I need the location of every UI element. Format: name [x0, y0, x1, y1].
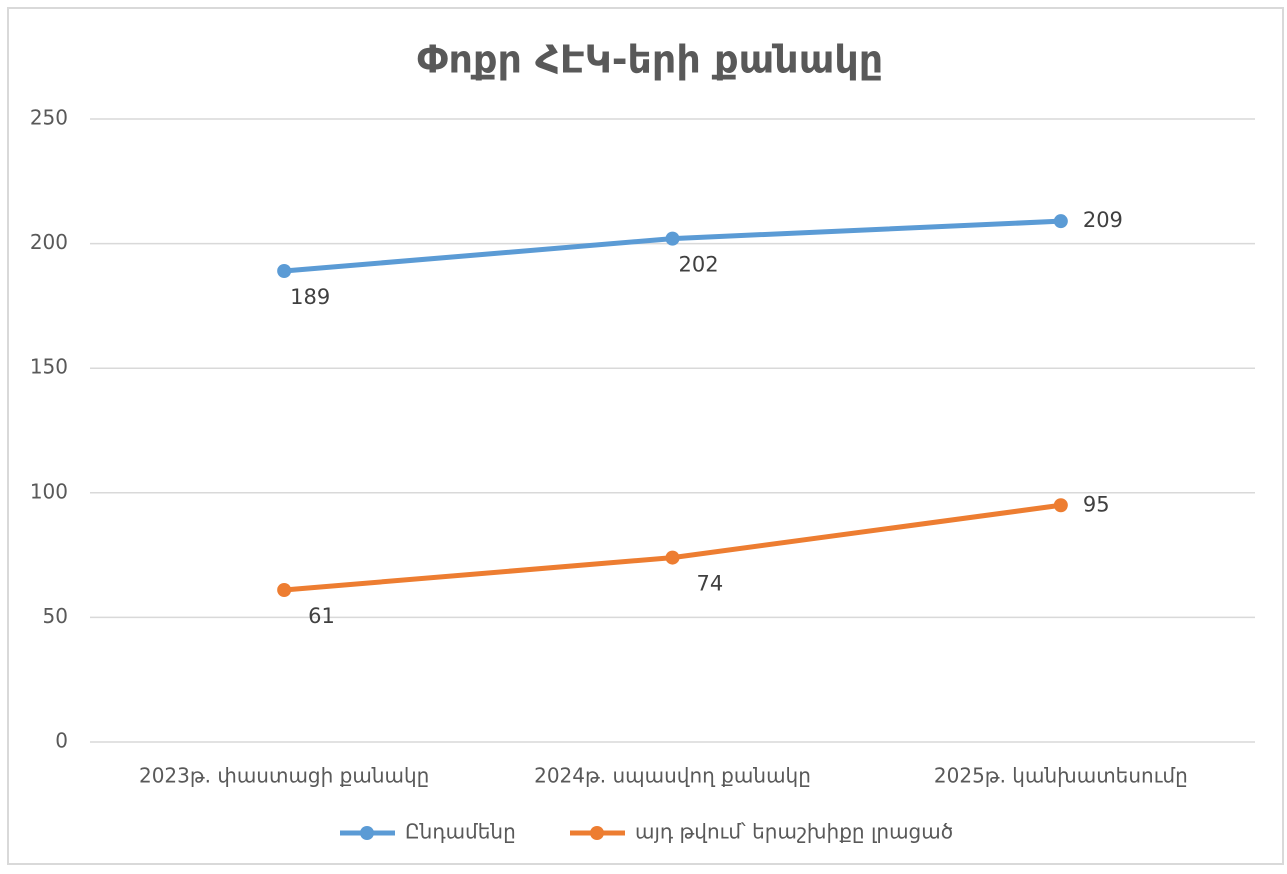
legend-label: այդ թվում՝ երաշխիքը լրացած [635, 820, 953, 844]
data-point [665, 550, 680, 565]
y-tick-label: 100 [30, 479, 68, 503]
data-label: 95 [1083, 492, 1110, 516]
data-point [1053, 214, 1068, 229]
data-label: 74 [697, 572, 724, 596]
data-label: 202 [679, 253, 719, 277]
legend-label: Ընդամենը [405, 820, 516, 844]
chart-title: Փոքր ՀԷԿ-երի քանակը [417, 38, 883, 82]
data-point [277, 582, 292, 597]
y-tick-label: 150 [30, 355, 68, 379]
y-tick-label: 200 [30, 230, 68, 254]
data-point [1053, 498, 1068, 513]
legend-marker [590, 826, 604, 840]
data-label: 189 [290, 285, 330, 309]
chart-frame [7, 7, 1284, 865]
y-tick-label: 0 [55, 729, 68, 753]
data-point [277, 264, 292, 279]
x-tick-label: 2023թ. փաստացի քանակը [139, 764, 429, 788]
x-tick-label: 2024թ. սպասվող քանակը [534, 764, 811, 788]
data-label: 209 [1083, 208, 1123, 232]
data-point [665, 231, 680, 246]
y-tick-label: 50 [43, 604, 68, 628]
y-tick-label: 250 [30, 106, 68, 130]
x-tick-label: 2025թ. կանխատեսումը [934, 764, 1188, 788]
data-label: 61 [308, 604, 335, 628]
legend-marker [360, 826, 374, 840]
